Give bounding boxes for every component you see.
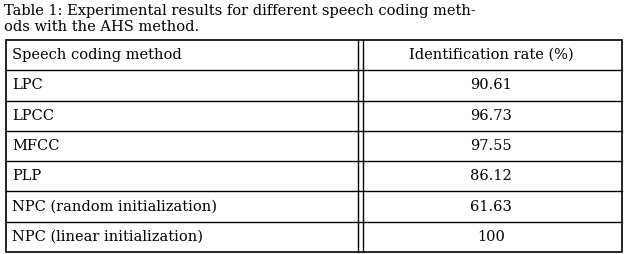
Text: PLP: PLP <box>12 169 41 183</box>
Text: LPC: LPC <box>12 78 43 92</box>
Text: 96.73: 96.73 <box>470 109 512 123</box>
Text: MFCC: MFCC <box>12 139 60 153</box>
Text: NPC (linear initialization): NPC (linear initialization) <box>12 230 203 244</box>
Bar <box>6 40 622 252</box>
Text: 86.12: 86.12 <box>470 169 512 183</box>
Text: LPCC: LPCC <box>12 109 54 123</box>
Text: NPC (random initialization): NPC (random initialization) <box>12 200 217 214</box>
Text: 97.55: 97.55 <box>470 139 512 153</box>
Text: Table 1: Experimental results for different speech coding meth-: Table 1: Experimental results for differ… <box>4 4 476 18</box>
Text: ods with the AHS method.: ods with the AHS method. <box>4 20 199 34</box>
Text: Identification rate (%): Identification rate (%) <box>409 48 573 62</box>
Text: 61.63: 61.63 <box>470 200 512 214</box>
Text: 90.61: 90.61 <box>470 78 512 92</box>
Text: 100: 100 <box>477 230 505 244</box>
Text: Speech coding method: Speech coding method <box>12 48 181 62</box>
